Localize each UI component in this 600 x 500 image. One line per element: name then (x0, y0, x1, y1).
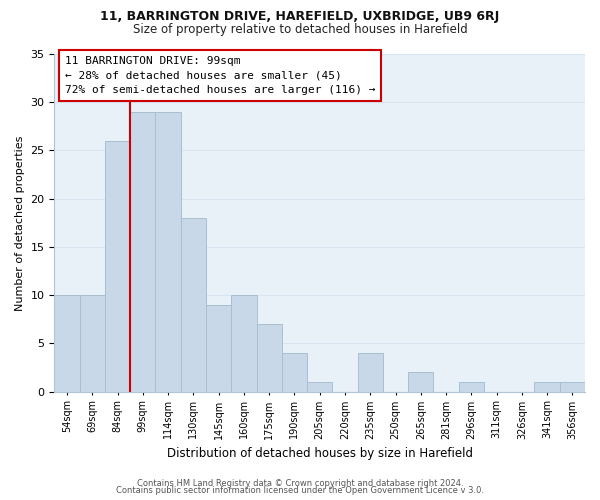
Text: Contains HM Land Registry data © Crown copyright and database right 2024.: Contains HM Land Registry data © Crown c… (137, 478, 463, 488)
Bar (282, 353, 307, 392)
Y-axis label: Number of detached properties: Number of detached properties (15, 135, 25, 310)
Bar (55, 295, 80, 392)
Bar (105, 141, 130, 392)
Bar (535, 382, 560, 392)
X-axis label: Distribution of detached houses by size in Harefield: Distribution of detached houses by size … (167, 447, 473, 460)
Text: 11 BARRINGTON DRIVE: 99sqm
← 28% of detached houses are smaller (45)
72% of semi: 11 BARRINGTON DRIVE: 99sqm ← 28% of deta… (65, 56, 376, 96)
Bar (231, 295, 257, 392)
Text: 11, BARRINGTON DRIVE, HAREFIELD, UXBRIDGE, UB9 6RJ: 11, BARRINGTON DRIVE, HAREFIELD, UXBRIDG… (100, 10, 500, 23)
Bar (155, 112, 181, 392)
Text: Size of property relative to detached houses in Harefield: Size of property relative to detached ho… (133, 22, 467, 36)
Text: Contains public sector information licensed under the Open Government Licence v : Contains public sector information licen… (116, 486, 484, 495)
Bar (257, 324, 282, 392)
Bar (80, 295, 105, 392)
Bar (560, 382, 585, 392)
Bar (130, 112, 155, 392)
Bar (458, 382, 484, 392)
Bar (408, 372, 433, 392)
Bar (358, 353, 383, 392)
Bar (181, 218, 206, 392)
Bar (307, 382, 332, 392)
Bar (206, 305, 231, 392)
